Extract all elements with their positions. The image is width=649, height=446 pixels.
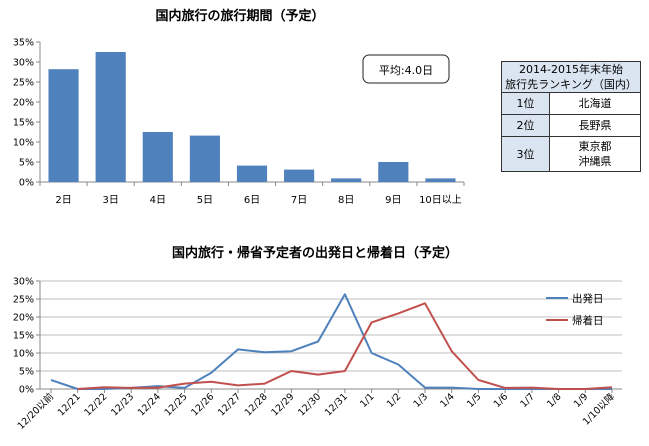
line-y-axis: 0% 5% 10% 15% 20% 25% 30% <box>13 277 622 396</box>
bar <box>95 52 126 182</box>
line-y-tick-label: 20% <box>13 313 34 324</box>
bar <box>142 132 173 182</box>
line-y-tick-label: 30% <box>13 277 34 288</box>
line-y-tick-label: 5% <box>19 367 34 378</box>
line-x-tick-label: 12/31 <box>323 391 350 418</box>
average-annotation: 平均:4.0日 <box>362 54 450 84</box>
average-annotation-text: 平均:4.0日 <box>379 64 433 77</box>
line-x-tick-label: 12/28 <box>243 391 270 418</box>
ranking-place: 北海道 <box>549 92 641 115</box>
ranking-row: 1位 北海道 <box>501 92 641 115</box>
line-x-tick-label: 12/27 <box>216 391 243 418</box>
line-x-tick-label: 12/25 <box>163 391 190 418</box>
ranking-row: 2位 長野県 <box>501 114 641 137</box>
bar-y-tick-label: 5% <box>19 158 34 169</box>
line-x-tick-label: 1/9 <box>572 391 591 410</box>
line-x-tick-label: 1/8 <box>545 391 564 410</box>
line-y-tick-label: 10% <box>13 349 34 360</box>
line-x-tick-label: 12/21 <box>56 391 83 418</box>
ranking-rank: 1位 <box>501 92 550 115</box>
ranking-rank: 2位 <box>501 114 550 137</box>
line-x-axis: 12/20以前 12/21 12/22 12/23 12/24 12/25 12/26 12/… <box>15 389 617 432</box>
ranking-title-line2: 旅行先ランキング（国内） <box>505 78 637 91</box>
ranking-table: 2014-2015年末年始 旅行先ランキング（国内） 1位 北海道 2位 長野県… <box>501 61 641 172</box>
bar-y-tick-label: 35% <box>13 38 34 49</box>
line-chart-title: 国内旅行・帰省予定者の出発日と帰着日（予定） <box>172 245 458 261</box>
bar-x-tick-label: 4日 <box>150 195 166 206</box>
line-gridlines <box>40 280 622 372</box>
line-y-tick-label: 15% <box>13 331 34 342</box>
line-x-tick-label: 12/26 <box>189 391 216 418</box>
bar-x-tick-label: 6日 <box>244 195 260 206</box>
line-x-tick-label: 1/1 <box>358 391 377 410</box>
bar-x-tick-label: 10日以上 <box>419 194 462 206</box>
bar <box>425 178 456 182</box>
bar <box>378 162 409 182</box>
legend-label: 帰着日 <box>572 314 604 327</box>
bar-x-axis: 2日 3日 4日 5日 6日 7日 8日 9日 10日以上 <box>39 182 465 206</box>
bar-x-tick-label: 3日 <box>102 195 118 206</box>
bar <box>284 169 315 182</box>
ranking-header-row: 2014-2015年末年始 旅行先ランキング（国内） <box>501 61 641 93</box>
line-x-tick-label: 1/3 <box>412 391 431 410</box>
legend-label: 出発日 <box>572 292 604 305</box>
ranking-title-line1: 2014-2015年末年始 <box>519 63 623 76</box>
bar-chart-title: 国内旅行の旅行期間（予定） <box>155 8 324 24</box>
line-x-tick-label: 12/30 <box>296 391 323 418</box>
bar-x-tick-label: 2日 <box>55 195 71 206</box>
bar-x-tick-label: 5日 <box>197 195 213 206</box>
bar-y-tick-label: 20% <box>13 98 34 109</box>
line-x-tick-label: 12/23 <box>109 391 136 418</box>
ranking-header: 2014-2015年末年始 旅行先ランキング（国内） <box>501 61 641 93</box>
line-x-tick-label: 12/24 <box>136 391 163 418</box>
line-x-tick-label: 1/4 <box>438 391 457 410</box>
bar-y-tick-label: 25% <box>13 78 34 89</box>
bar-y-tick-label: 15% <box>13 118 34 129</box>
line-x-tick-label: 12/29 <box>269 391 296 418</box>
bar <box>189 135 220 182</box>
ranking-place-line: 東京都 <box>578 140 612 153</box>
line-series-group <box>50 293 613 390</box>
average-annotation-box <box>362 54 450 84</box>
line-series-path <box>50 293 612 390</box>
line-x-tick-label: 1/6 <box>492 391 511 410</box>
bar-x-tick-label: 7日 <box>291 195 307 206</box>
bar-x-tick-label: 8日 <box>338 195 354 206</box>
ranking-rank: 3位 <box>501 136 550 172</box>
line-y-tick-label: 0% <box>19 385 34 396</box>
line-x-tick-label: 1/7 <box>518 391 537 410</box>
bar-series <box>48 52 456 182</box>
bar <box>236 165 268 182</box>
ranking-row: 3位 東京都 沖縄県 <box>501 136 641 172</box>
line-series-path <box>77 302 613 390</box>
bar-y-tick-label: 0% <box>19 178 34 189</box>
line-x-tick-label: 1/2 <box>385 391 404 410</box>
bar-y-tick-label: 30% <box>13 58 34 69</box>
line-x-tick-label: 12/20以前 <box>15 391 56 432</box>
line-x-tick-label: 12/22 <box>82 391 109 418</box>
ranking-place-line: 沖縄県 <box>578 155 612 168</box>
bar <box>331 178 362 182</box>
ranking-place: 長野県 <box>549 114 641 137</box>
bar-y-tick-label: 10% <box>13 138 34 149</box>
line-y-tick-label: 25% <box>13 295 34 306</box>
line-x-tick-label: 1/5 <box>465 391 484 410</box>
bar <box>48 69 79 182</box>
ranking-place: 東京都 沖縄県 <box>549 136 641 172</box>
bar-x-tick-label: 9日 <box>385 195 401 206</box>
